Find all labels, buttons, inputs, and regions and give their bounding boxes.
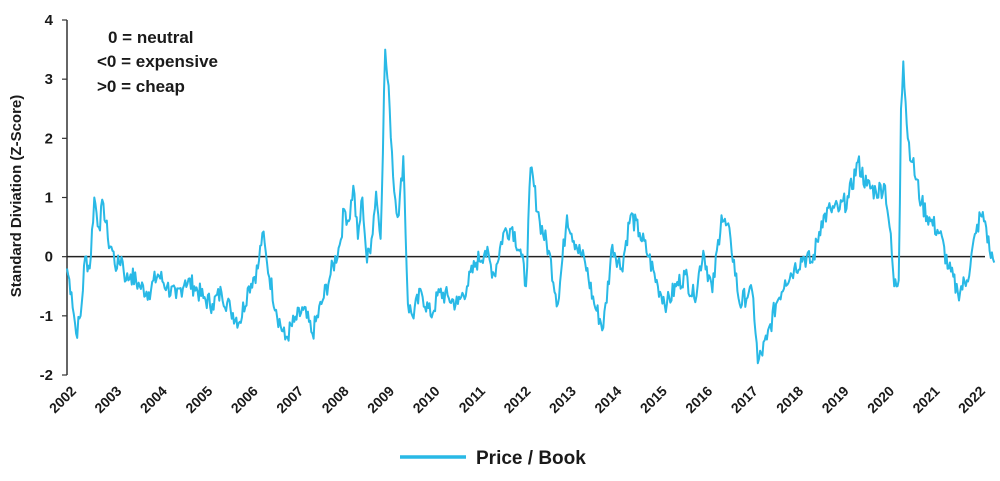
x-tick-label: 2012 xyxy=(500,383,533,416)
legend: Price / Book xyxy=(400,448,586,469)
x-tick-label: 2009 xyxy=(364,383,397,416)
y-tick-label: 2 xyxy=(45,130,53,147)
y-tick-label: 3 xyxy=(45,71,53,88)
x-tick-label: 2007 xyxy=(273,383,306,416)
x-tick-label: 2005 xyxy=(182,383,215,416)
x-tick-label: 2019 xyxy=(818,383,851,416)
x-axis-ticks: 2002 2003 2004 2005 2006 2007 2008 2009 2010 2011… xyxy=(46,383,988,416)
note-expensive: <0 = expensive xyxy=(97,52,218,71)
annotation-notes: 0 = neutral <0 = expensive >0 = cheap xyxy=(97,28,218,96)
y-axis-ticks: -2 -1 0 1 2 3 4 xyxy=(40,12,67,384)
y-tick-label: 0 xyxy=(45,249,53,266)
x-tick-label: 2020 xyxy=(864,383,897,416)
x-tick-label: 2006 xyxy=(228,383,261,416)
x-tick-label: 2013 xyxy=(546,383,579,416)
y-tick-label: -1 xyxy=(40,308,53,325)
x-tick-label: 2022 xyxy=(955,383,988,416)
x-tick-label: 2017 xyxy=(728,383,761,416)
x-tick-label: 2018 xyxy=(773,383,806,416)
x-tick-label: 2003 xyxy=(91,383,124,416)
y-tick-label: -2 xyxy=(40,367,53,384)
x-tick-label: 2014 xyxy=(591,383,624,416)
x-tick-label: 2021 xyxy=(909,383,942,416)
note-neutral: 0 = neutral xyxy=(108,28,194,47)
x-tick-label: 2004 xyxy=(137,383,170,416)
x-tick-label: 2015 xyxy=(637,383,670,416)
y-tick-label: 4 xyxy=(45,12,54,29)
x-tick-label: 2008 xyxy=(318,383,351,416)
x-tick-label: 2011 xyxy=(455,383,488,416)
y-axis-label: Standard Diviation (Z-Score) xyxy=(8,95,25,298)
y-tick-label: 1 xyxy=(45,190,53,207)
series-line-price-book xyxy=(66,48,996,365)
series-layer xyxy=(66,48,996,365)
x-tick-label: 2016 xyxy=(682,383,715,416)
x-tick-label: 2002 xyxy=(46,383,79,416)
x-tick-label: 2010 xyxy=(409,383,442,416)
note-cheap: >0 = cheap xyxy=(97,77,185,96)
legend-label: Price / Book xyxy=(476,448,586,469)
